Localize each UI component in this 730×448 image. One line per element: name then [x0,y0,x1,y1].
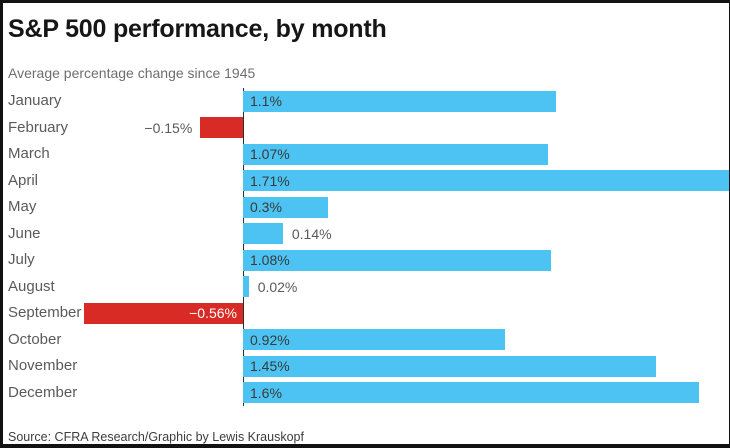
bar-row: July 1.08% [3,247,729,274]
positive-bar [243,223,283,244]
month-label: June [8,224,41,242]
value-label: 1.07% [250,146,290,162]
value-label: −0.56% [189,305,237,321]
positive-bar [243,170,729,191]
positive-bar [243,276,249,297]
bar-row: November 1.45% [3,353,729,380]
bar-row: February −0.15% [3,115,729,142]
month-label: December [8,383,78,401]
bar-chart: January 1.1% February −0.15% March 1.07% April… [3,88,729,407]
value-label: 0.92% [250,331,290,348]
source-credit: Source: CFRA Research/Graphic by Lewis K… [8,430,304,444]
positive-bar [243,329,506,350]
value-label: 1.08% [250,252,290,268]
chart-title: S&P 500 performance, by month [8,15,387,43]
month-label: February [8,118,69,136]
bar-row: September −0.56% [3,300,729,327]
value-label: 1.6% [250,384,282,401]
zero-axis-line [243,88,244,406]
month-label: May [8,198,37,215]
month-label: April [8,171,39,189]
positive-bar [243,249,551,271]
month-label: January [8,92,62,109]
value-label: 0.02% [257,278,298,295]
positive-bar [243,90,557,112]
positive-bar [243,382,699,403]
value-label: 1.71% [250,172,290,189]
bar-row: March 1.07% [3,141,729,168]
month-label: October [8,330,62,348]
value-label: −0.15% [144,119,193,136]
bar-row: April 1.71% [3,168,729,195]
month-label: July [8,251,35,268]
month-label: September [8,304,82,321]
bar-row: December 1.6% [3,380,729,407]
month-label: August [8,277,55,295]
month-label: March [8,145,50,162]
negative-bar [83,302,243,324]
positive-bar [243,355,656,377]
value-label: 1.45% [250,358,290,374]
bar-row: June 0.14% [3,221,729,248]
negative-bar [200,117,243,138]
value-label: 1.1% [250,93,282,109]
bar-row: August 0.02% [3,274,729,301]
chart-subtitle: Average percentage change since 1945 [8,65,256,81]
bar-row: May 0.3% [3,194,729,221]
bar-row: October 0.92% [3,327,729,354]
positive-bar [243,143,548,165]
value-label: 0.14% [291,225,332,242]
bar-row: January 1.1% [3,88,729,115]
positive-bar [243,196,329,218]
month-label: November [8,357,78,374]
value-label: 0.3% [250,199,282,215]
